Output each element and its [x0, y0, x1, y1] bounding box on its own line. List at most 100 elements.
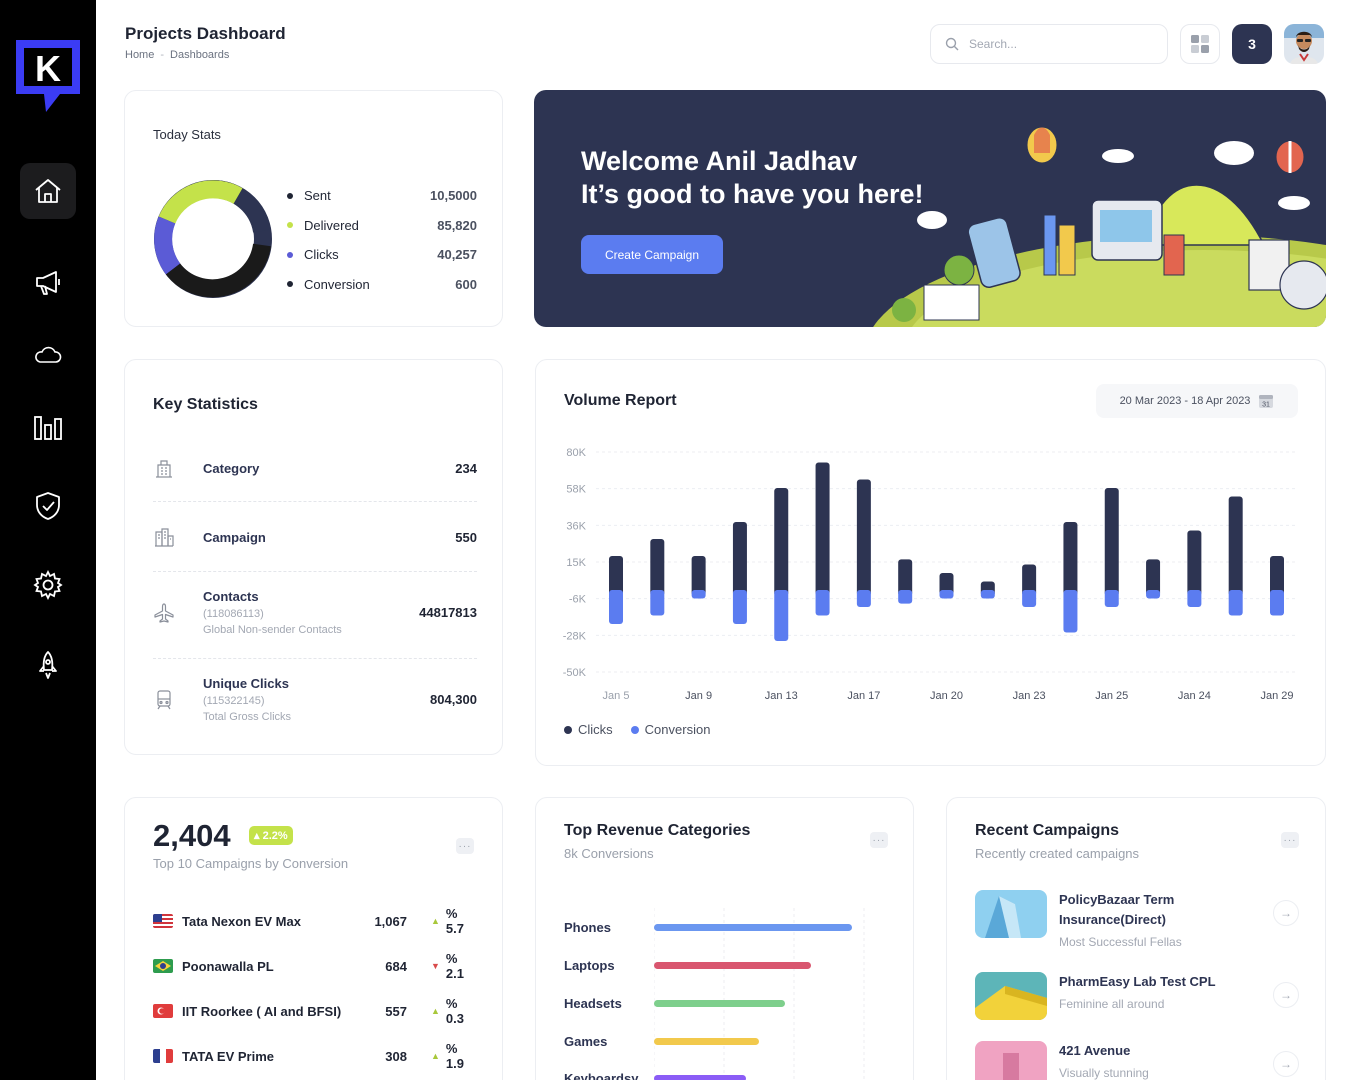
create-campaign-button[interactable]: Create Campaign	[581, 235, 723, 274]
legend-dot	[287, 281, 293, 288]
recent-campaign-item[interactable]: PolicyBazaar Term Insurance(Direct) Most…	[975, 890, 1299, 949]
arrow-right-icon[interactable]: →	[1273, 900, 1299, 926]
legend-item-clicks[interactable]: Clicks	[564, 722, 613, 737]
legend-label: Sent	[304, 188, 331, 204]
bar-conversion[interactable]	[939, 590, 954, 599]
sidebar-item-reports[interactable]	[20, 399, 76, 455]
date-range-text: 20 Mar 2023 - 18 Apr 2023	[1119, 395, 1251, 407]
bar-conversion[interactable]	[691, 590, 706, 599]
bar-clicks[interactable]	[856, 479, 871, 597]
legend-dot	[564, 725, 572, 734]
revenue-row[interactable]: Keyboardsy	[564, 1071, 864, 1080]
bar-conversion[interactable]	[898, 590, 913, 604]
bar-clicks[interactable]	[609, 556, 623, 596]
recent-campaigns-subtitle: Recently created campaigns	[975, 846, 1140, 861]
calendar-icon: 31	[1259, 395, 1274, 409]
bar-clicks[interactable]	[650, 539, 665, 596]
bar-conversion[interactable]	[1146, 590, 1161, 599]
bar-conversion[interactable]	[980, 590, 995, 599]
revenue-row[interactable]: Games	[564, 1034, 864, 1049]
bar-clicks[interactable]	[691, 556, 706, 596]
revenue-row[interactable]: Phones	[564, 920, 864, 935]
revenue-bar	[654, 1000, 785, 1007]
bar-conversion[interactable]	[1228, 590, 1243, 616]
key-stat-row-campaign[interactable]: Campaign 550	[153, 526, 477, 548]
key-stat-row-category[interactable]: Category 234	[153, 457, 477, 479]
recent-campaign-item[interactable]: PharmEasy Lab Test CPL Feminine all arou…	[975, 972, 1299, 1020]
bar-clicks[interactable]	[1063, 522, 1078, 596]
legend-item-conversion[interactable]: Conversion	[630, 722, 710, 737]
recent-campaign-item[interactable]: 421 Avenue Visually stunning →	[975, 1041, 1299, 1080]
key-stat-row-unique-clicks[interactable]: Unique Clicks (115322145) Total Gross Cl…	[153, 676, 477, 723]
bar-conversion[interactable]	[650, 590, 665, 616]
bar-conversion[interactable]	[1270, 590, 1284, 616]
search-box[interactable]	[930, 24, 1168, 64]
bar-clicks[interactable]	[898, 559, 913, 596]
donut-segment-delivered	[158, 180, 243, 224]
bar-conversion[interactable]	[1187, 590, 1202, 607]
avatar[interactable]	[1284, 24, 1324, 64]
search-input[interactable]	[969, 37, 1149, 51]
breadcrumb-dashboards[interactable]: Dashboards	[170, 49, 230, 61]
bar-clicks[interactable]	[1270, 556, 1284, 596]
legend-dot	[630, 725, 639, 734]
bar-conversion[interactable]	[1022, 590, 1037, 607]
sidebar-item-security[interactable]	[20, 478, 76, 534]
revenue-row[interactable]: Headsets	[564, 996, 864, 1011]
campaign-name: Tata Nexon EV Max	[182, 913, 301, 929]
sidebar-item-home[interactable]	[20, 163, 76, 219]
recent-campaigns-title: Recent Campaigns	[975, 822, 1120, 839]
bar-clicks[interactable]	[1228, 496, 1243, 597]
campaign-name: IIT Roorkee ( AI and BFSI)	[182, 1003, 342, 1019]
bar-clicks[interactable]	[1187, 530, 1202, 597]
campaign-row[interactable]: IIT Roorkee ( AI and BFSI) 557 ▲ % 0.3	[153, 996, 477, 1026]
x-tick-label: Jan 20	[930, 690, 963, 702]
sidebar-item-launch[interactable]	[20, 637, 76, 693]
bar-clicks[interactable]	[732, 522, 747, 596]
home-icon	[35, 179, 61, 203]
key-stat-row-contacts[interactable]: Contacts (118086113) Global Non-sender C…	[153, 589, 477, 636]
bar-clicks[interactable]	[815, 462, 830, 597]
date-range-picker[interactable]: 20 Mar 2023 - 18 Apr 2023 31	[1096, 384, 1298, 418]
legend-dot	[287, 222, 293, 229]
arrow-right-icon[interactable]: →	[1273, 982, 1299, 1008]
more-options-button[interactable]: ···	[1281, 832, 1299, 848]
bar-clicks[interactable]	[774, 488, 789, 596]
x-tick-label: Jan 29	[1260, 690, 1293, 702]
bar-conversion[interactable]	[732, 590, 747, 624]
breadcrumb-home[interactable]: Home	[125, 49, 155, 61]
bar-conversion[interactable]	[774, 590, 789, 641]
top-campaigns-card: 2,404 ▴ 2.2% Top 10 Campaigns by Convers…	[124, 797, 503, 1080]
sidebar-item-settings[interactable]	[20, 557, 76, 613]
bar-conversion[interactable]	[815, 590, 830, 616]
arrow-right-icon[interactable]: →	[1273, 1051, 1299, 1077]
revenue-row[interactable]: Laptops	[564, 958, 864, 973]
breadcrumb-separator: -	[160, 49, 165, 61]
bar-clicks[interactable]	[1146, 559, 1161, 596]
more-options-button[interactable]: ···	[456, 838, 474, 854]
more-options-button[interactable]: ···	[870, 832, 888, 848]
bar-conversion[interactable]	[856, 590, 871, 607]
bar-conversion[interactable]	[1063, 590, 1078, 633]
notifications-button[interactable]: 3	[1232, 24, 1272, 64]
bar-conversion[interactable]	[609, 590, 623, 624]
bar-clicks[interactable]	[1022, 564, 1037, 597]
campaign-change-value: % 1.9	[445, 1041, 464, 1071]
bar-clicks[interactable]	[1104, 488, 1119, 596]
campaign-row[interactable]: Poonawalla PL 684 ▼ % 2.1	[153, 951, 477, 981]
sidebar-item-campaigns[interactable]	[20, 254, 76, 310]
train-icon	[157, 689, 171, 709]
y-tick-label: -50K	[563, 667, 587, 679]
volume-report-card: Volume Report 20 Mar 2023 - 18 Apr 2023 …	[535, 359, 1326, 766]
campaign-change-value: % 5.7	[445, 906, 464, 936]
campaign-thumbnail	[975, 890, 1047, 938]
top-revenue-card: Top Revenue Categories 8k Conversions ··…	[535, 797, 914, 1080]
today-stats-donut	[154, 180, 272, 298]
key-statistics-card: Key Statistics Category 234 Campaign 550…	[124, 359, 503, 755]
bar-conversion[interactable]	[1104, 590, 1119, 607]
campaign-row[interactable]: Tata Nexon EV Max 1,067 ▲ % 5.7	[153, 906, 477, 936]
campaign-row[interactable]: TATA EV Prime 308 ▲ % 1.9	[153, 1041, 477, 1071]
sidebar-item-cloud[interactable]	[20, 327, 76, 383]
apps-button[interactable]	[1180, 24, 1220, 64]
app-logo[interactable]: K	[16, 40, 80, 112]
